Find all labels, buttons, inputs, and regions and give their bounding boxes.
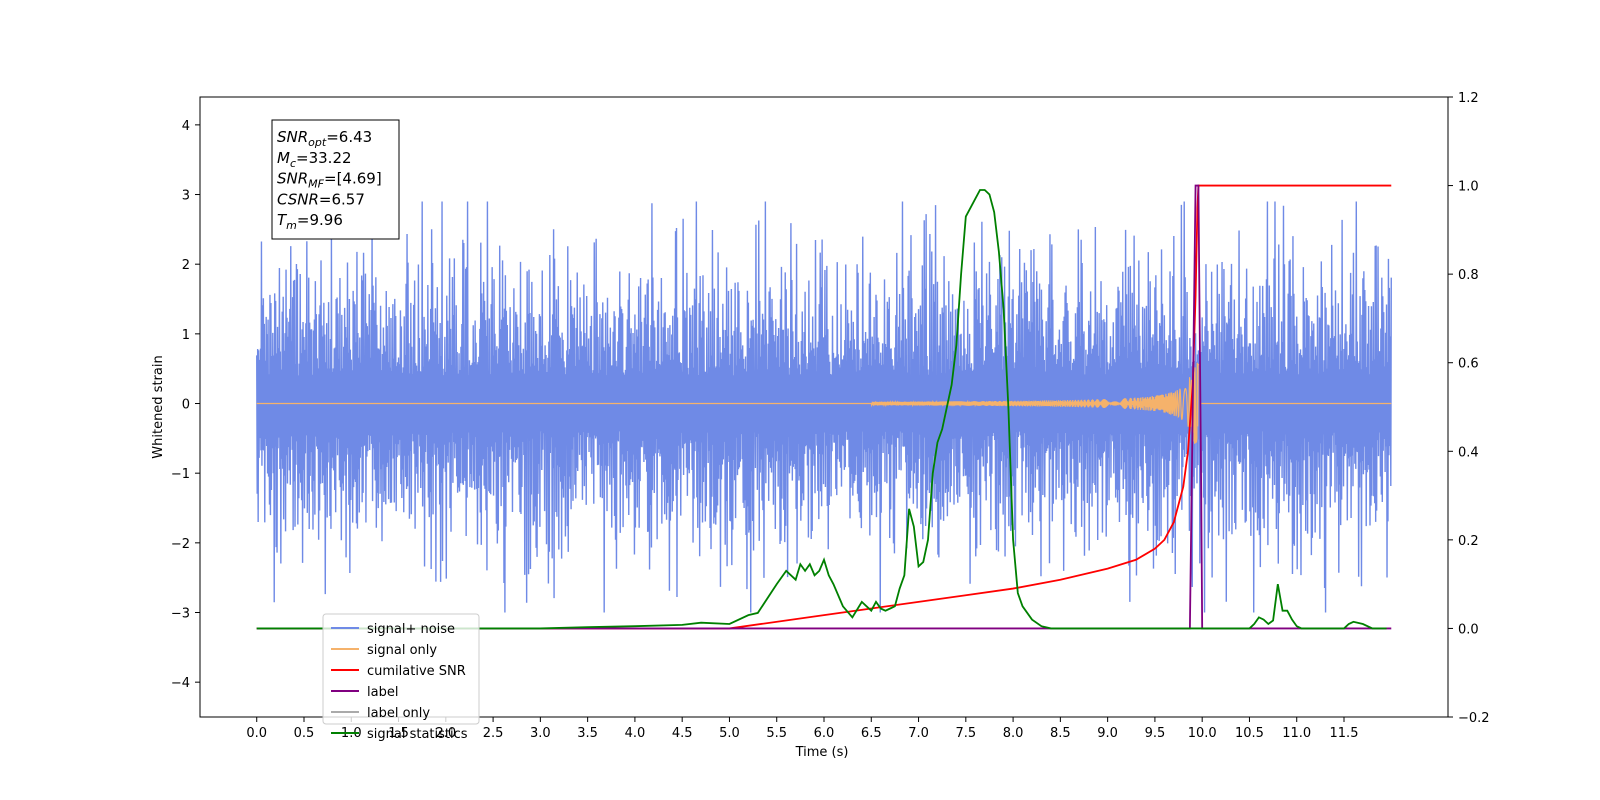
series-layer bbox=[256, 184, 1392, 630]
y2-tick-label: 0.8 bbox=[1458, 268, 1479, 283]
x-tick-label: 8.5 bbox=[1050, 726, 1071, 741]
legend-label: signal+ noise bbox=[367, 622, 455, 637]
x-tick-label: 4.5 bbox=[672, 726, 693, 741]
y-tick-label: −4 bbox=[171, 676, 190, 691]
annotation-line: SNRMF=[4.69] bbox=[277, 170, 382, 191]
series-signal-plus-noise bbox=[256, 201, 1392, 613]
x-tick-label: 5.0 bbox=[719, 726, 740, 741]
y-axis-label: Whitened strain bbox=[151, 355, 166, 458]
series-signal-statistics bbox=[256, 189, 1387, 630]
stats-annotation-box: SNRopt=6.43Mc=33.22SNRMF=[4.69]CSNR=6.57… bbox=[271, 119, 400, 240]
y-tick-label: 4 bbox=[182, 119, 190, 134]
x-tick-label: 2.0 bbox=[435, 726, 456, 741]
annotation-line: Mc=33.22 bbox=[277, 149, 352, 170]
x-tick-label: 10.5 bbox=[1235, 726, 1264, 741]
series-signal-only bbox=[256, 362, 1392, 444]
y2-tick-label: 0.6 bbox=[1458, 357, 1479, 372]
x-tick-label: 11.5 bbox=[1330, 726, 1359, 741]
x-tick-label: 3.0 bbox=[530, 726, 551, 741]
x-tick-label: 9.5 bbox=[1145, 726, 1166, 741]
x-tick-label: 7.5 bbox=[955, 726, 976, 741]
y-tick-label: 3 bbox=[182, 189, 190, 204]
x-tick-label: 6.0 bbox=[814, 726, 835, 741]
y-tick-label: −2 bbox=[171, 537, 190, 552]
x-tick-label: 5.5 bbox=[766, 726, 787, 741]
y-tick-label: −1 bbox=[171, 467, 190, 482]
x-tick-label: 7.0 bbox=[908, 726, 929, 741]
y2-tick-label: 1.0 bbox=[1458, 180, 1479, 195]
x-tick-label: 1.5 bbox=[388, 726, 409, 741]
annotation-line: CSNR=6.57 bbox=[277, 190, 365, 208]
legend-label: label only bbox=[367, 706, 430, 721]
x-tick-label: 3.5 bbox=[577, 726, 598, 741]
legend-label: signal only bbox=[367, 643, 437, 658]
y2-tick-label: 0.2 bbox=[1458, 534, 1479, 549]
x-axis-label: Time (s) bbox=[795, 745, 849, 760]
y-tick-label: 1 bbox=[182, 328, 190, 343]
legend-label: cumilative SNR bbox=[367, 664, 466, 679]
y2-tick-label: 1.2 bbox=[1458, 91, 1479, 106]
legend-label: label bbox=[367, 685, 398, 700]
x-tick-label: 0.0 bbox=[246, 726, 267, 741]
y2-tick-label: 0.4 bbox=[1458, 445, 1479, 460]
annotation-line: Tm=9.96 bbox=[277, 211, 343, 232]
x-tick-label: 2.5 bbox=[483, 726, 504, 741]
series-label bbox=[256, 184, 1392, 630]
x-tick-label: 11.0 bbox=[1282, 726, 1311, 741]
legend: signal+ noise signal only cumilative SNR la… bbox=[322, 613, 480, 742]
y-tick-label: 0 bbox=[182, 398, 190, 413]
x-tick-label: 10.0 bbox=[1188, 726, 1217, 741]
y-tick-label: 2 bbox=[182, 258, 190, 273]
x-tick-label: 0.5 bbox=[294, 726, 315, 741]
y2-tick-label: −0.2 bbox=[1458, 711, 1490, 726]
y-axis-left: −4 −3 −2 −1 0 1 2 3 4 bbox=[171, 119, 200, 691]
x-axis: 0.0 0.5 1.0 1.5 2.0 2.5 3.0 3.5 4.0 4.5 5.0 5.5 6.0 6… bbox=[246, 717, 1358, 741]
x-tick-label: 4.0 bbox=[625, 726, 646, 741]
x-tick-label: 6.5 bbox=[861, 726, 882, 741]
x-tick-label: 9.0 bbox=[1097, 726, 1118, 741]
y2-tick-label: 0.0 bbox=[1458, 622, 1479, 637]
annotation-line: SNRopt=6.43 bbox=[277, 128, 372, 149]
y-tick-label: −3 bbox=[171, 607, 190, 622]
y-axis-right: −0.2 0.0 0.2 0.4 0.6 0.8 1.0 1.2 bbox=[1448, 91, 1490, 726]
x-tick-label: 8.0 bbox=[1003, 726, 1024, 741]
legend-label: signal statistics bbox=[367, 727, 468, 742]
